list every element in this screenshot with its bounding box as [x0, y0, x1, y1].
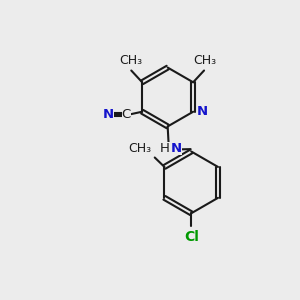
Text: H: H: [160, 142, 170, 155]
Text: N: N: [102, 108, 113, 121]
Text: Cl: Cl: [184, 230, 199, 244]
Text: CH₃: CH₃: [128, 142, 151, 154]
Text: C: C: [122, 108, 131, 121]
Text: N: N: [197, 105, 208, 118]
Text: CH₃: CH₃: [193, 54, 216, 67]
Text: CH₃: CH₃: [119, 54, 142, 67]
Text: N: N: [171, 142, 182, 155]
